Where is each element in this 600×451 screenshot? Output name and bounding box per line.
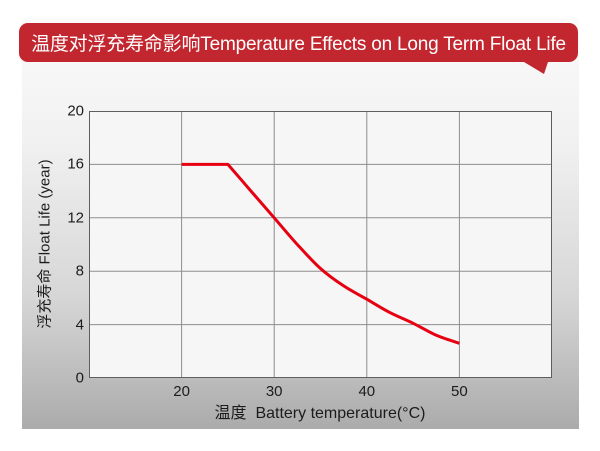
x-tick-label: 50 [451, 383, 468, 400]
y-tick-label: 8 [75, 262, 84, 280]
x-tick-label: 40 [358, 383, 376, 400]
y-tick-label: 12 [67, 209, 84, 227]
y-tick-label: 20 [67, 102, 84, 120]
float-life-curve [181, 162, 460, 345]
title-banner: 温度对浮充寿命影响Temperature Effects on Long Ter… [19, 23, 578, 62]
plot-area [89, 111, 552, 378]
plot-border [89, 111, 552, 378]
gridlines [89, 111, 552, 378]
float-life-chart [89, 111, 552, 378]
x-tick-label: 20 [173, 383, 190, 400]
y-axis-title: 浮充寿命 Float Life (year) [36, 159, 54, 329]
y-tick-label: 4 [75, 316, 84, 334]
y-tick-label: 0 [75, 369, 84, 387]
x-axis-title: 温度 Battery temperature(°C) [214, 405, 426, 422]
y-tick-label: 16 [67, 155, 84, 173]
page-title: 温度对浮充寿命影响Temperature Effects on Long Ter… [31, 34, 566, 55]
x-tick-label: 30 [265, 383, 283, 400]
